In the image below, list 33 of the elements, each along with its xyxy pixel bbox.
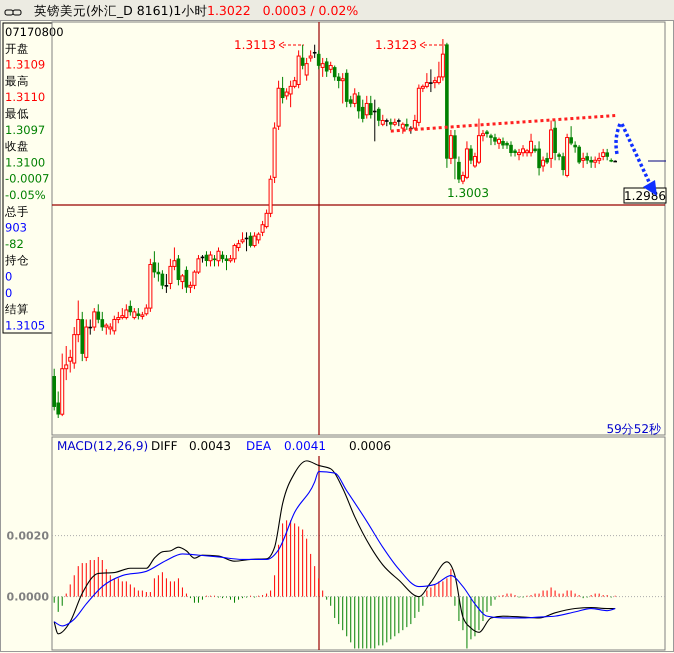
text: 最低 — [5, 106, 29, 120]
text: 1.3109 — [5, 58, 46, 72]
text: 结算 — [5, 302, 29, 316]
annotation: 0.0006 — [349, 439, 391, 453]
text: -82 — [5, 236, 24, 251]
chart-title: 英镑美元(外汇_D 8161)1小时 — [34, 3, 208, 18]
text: 903 — [5, 220, 27, 235]
annotation: 07170800 — [5, 25, 64, 39]
y-tick-label: 0.0000 — [6, 590, 50, 604]
text: 持仓 — [5, 253, 29, 268]
chart-subtitle: 1.3022 0.0003 / 0.02% — [207, 3, 358, 18]
text: 0 — [5, 270, 12, 284]
text: DEA — [246, 439, 272, 453]
text: 59分52秒 — [606, 422, 661, 436]
annotation: 0.0043 — [189, 439, 231, 453]
text: 1.3105 — [5, 318, 46, 332]
text: 总手 — [4, 204, 29, 218]
annotation: 1.3113 — [234, 38, 276, 52]
y-tick-label: 0.0020 — [6, 530, 50, 543]
text: DIFF — [151, 439, 178, 453]
text: -0.0007 — [5, 172, 50, 186]
text: 收盘 — [5, 139, 29, 154]
text: -0.05% — [5, 188, 46, 202]
annotation: 0.0041 — [284, 439, 326, 453]
chart-title: MACD(12,26,9) — [57, 439, 148, 453]
text: 1.3097 — [5, 122, 46, 137]
annotation: 1.3003 — [447, 186, 489, 200]
text: 最高 — [5, 74, 29, 88]
text: 1.3100 — [5, 155, 46, 170]
text: 1.3110 — [5, 90, 46, 104]
annotation: 1.3123 — [375, 38, 417, 52]
text: 开盘 — [5, 41, 29, 56]
text: 0 — [5, 286, 12, 300]
